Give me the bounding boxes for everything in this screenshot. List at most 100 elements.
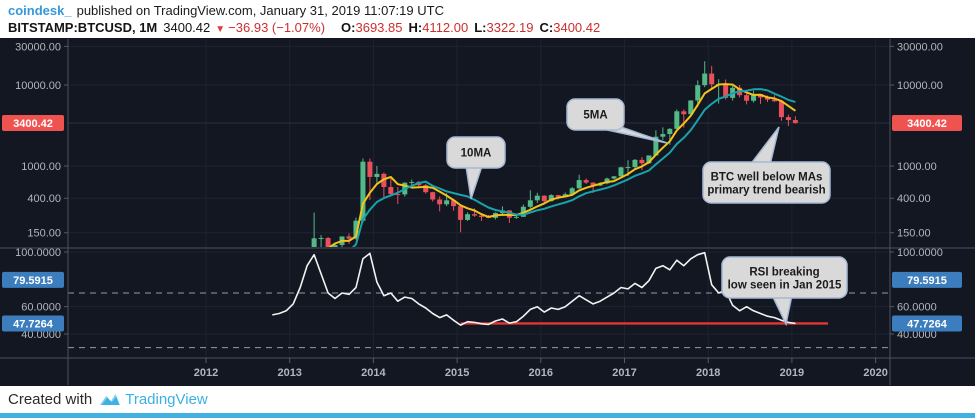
low-label: L: (474, 20, 487, 35)
10ma-line (351, 88, 796, 247)
candle-body (409, 181, 415, 183)
axis-badge-label: 47.7264 (907, 318, 948, 330)
year-label: 2019 (780, 367, 804, 379)
candle-body (423, 185, 429, 193)
candle-body (688, 100, 694, 115)
created-with-text: Created with (8, 391, 93, 408)
axis-label: 100.0000 (15, 247, 61, 259)
candle-body (318, 238, 324, 240)
year-label: 2012 (194, 367, 218, 379)
axis-badge-label: 47.7264 (13, 318, 54, 330)
candle-body (353, 220, 359, 239)
candle-body (632, 159, 638, 168)
candle-body (618, 167, 624, 177)
last-price: 3400.42 (163, 20, 211, 35)
price-chart-canvas[interactable]: 30000.00 10000.00 1000.00 400.00 150.00 100.0… (0, 38, 975, 386)
candle-body (583, 180, 589, 183)
candle-body (646, 155, 652, 164)
axis-price-badge (2, 114, 64, 131)
ma10-callout[interactable]: 10MA (446, 136, 506, 200)
axis-label: 60.0000 (897, 302, 937, 314)
tradingview-brand-link[interactable]: TradingView (125, 391, 208, 408)
symbol-title: BITSTAMP:BTCUSD, 1M (8, 20, 158, 35)
axis-badge-label: 79.5915 (13, 275, 53, 287)
callout-box (446, 136, 506, 169)
callout-text: 5MA (583, 110, 607, 122)
gridlines (68, 39, 890, 358)
axis-price-badge (892, 114, 962, 131)
candle-body (458, 206, 464, 220)
candle-body (332, 244, 338, 247)
axis-label: 1000.00 (897, 161, 937, 173)
candle-body (472, 214, 478, 216)
price-axis-left[interactable]: 30000.00 10000.00 1000.00 400.00 150.00 100.0… (15, 41, 68, 341)
candle-body (513, 216, 519, 218)
axis-label: 30000.00 (15, 41, 61, 53)
axis-badge-label: 3400.42 (907, 118, 947, 130)
candle-body (430, 192, 436, 200)
candle-body (611, 176, 617, 179)
price-axis-right[interactable]: 30000.00 10000.00 1000.00 400.00 150.00 100.0… (890, 41, 943, 341)
candle-body (590, 182, 596, 186)
ma5-callout[interactable]: 5MA (566, 98, 668, 144)
callout-box (721, 256, 848, 299)
candle-body (360, 161, 366, 221)
candle-body (639, 159, 645, 164)
tradingview-logo-icon[interactable] (99, 391, 121, 408)
candle-body (346, 236, 352, 239)
low-value: 3322.19 (486, 20, 534, 35)
time-axis[interactable]: 2012 2013 2014 2015 2016 2017 2018 2019 2020 (194, 358, 888, 379)
axis-label: 40.0000 (897, 329, 937, 341)
candle-body (674, 111, 680, 129)
candle-body (660, 134, 666, 137)
year-label: 2018 (696, 367, 720, 379)
candle-body (311, 238, 317, 247)
axis-badge-label: 3400.42 (13, 118, 53, 130)
year-label: 2017 (612, 367, 636, 379)
open-value: 3693.85 (355, 20, 403, 35)
axis-label: 10000.00 (897, 80, 943, 92)
candle-body (681, 111, 687, 115)
axis-label: 150.00 (27, 228, 61, 240)
callout-box (566, 98, 625, 131)
candle-body (778, 101, 784, 118)
candle-body (576, 180, 582, 189)
axis-label: 400.00 (27, 193, 61, 205)
axis-label: 10000.00 (15, 80, 61, 92)
candle-body (367, 161, 373, 177)
author-link[interactable]: coindesk_ (8, 3, 72, 18)
main-pane[interactable] (242, 61, 798, 351)
candle-body (374, 173, 380, 177)
candle-body (541, 195, 547, 202)
axis-label: 30000.00 (897, 41, 943, 53)
year-label: 2014 (361, 367, 386, 379)
attribution-footer: Created with TradingView (0, 386, 975, 413)
candle-body (702, 73, 708, 86)
candle-body (625, 167, 631, 169)
candle-body (709, 73, 715, 85)
candle-body (792, 120, 798, 123)
open-label: O: (341, 20, 356, 35)
price-change: −36.93 (−1.07%) (228, 20, 326, 35)
candle-body (653, 136, 659, 156)
candle-body (548, 195, 554, 202)
down-triangle-icon: ▼ (215, 24, 226, 35)
candle-body (569, 188, 575, 195)
chart-background (0, 38, 975, 386)
candle-body (534, 195, 540, 201)
symbol-status-line: BITSTAMP:BTCUSD, 1M 3400.42 ▼ −36.93 (−1.07… (8, 18, 975, 35)
axis-label: 40.0000 (21, 329, 61, 341)
close-value: 3400.42 (553, 20, 601, 35)
5ma-line (328, 83, 796, 247)
year-label: 2013 (277, 367, 301, 379)
candle-body (527, 200, 533, 207)
axis-price-badge (892, 271, 962, 288)
candle-body (325, 238, 331, 247)
publish-info: published on TradingView.com, January 31… (76, 3, 444, 18)
axis-price-badge (892, 315, 962, 332)
axis-label: 60.0000 (21, 302, 61, 314)
rsi-line (272, 251, 796, 326)
candle-body (723, 83, 729, 98)
